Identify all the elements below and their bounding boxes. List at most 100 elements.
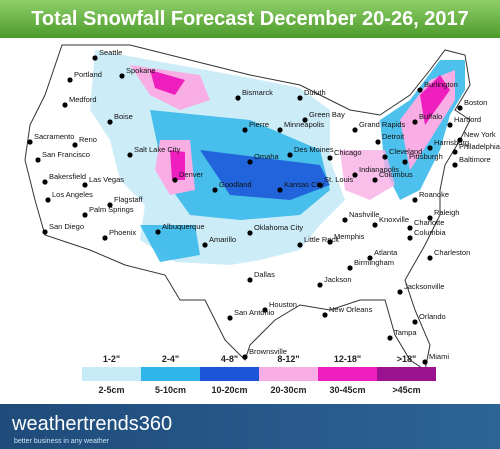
city-label: Hartford (454, 115, 481, 124)
city-label: Minneapolis (284, 120, 324, 129)
city-dot (242, 354, 248, 360)
city-dot (82, 212, 88, 218)
city-label: Albuquerque (162, 222, 205, 231)
city-dot (35, 157, 41, 163)
city-dot (427, 255, 433, 261)
city-dot (102, 235, 108, 241)
legend-inches: >18" (397, 354, 417, 364)
city-label: Portland (74, 70, 102, 79)
city-label: Grand Rapids (359, 120, 406, 129)
city-label: New York (464, 130, 496, 139)
city-label: Green Bay (309, 110, 345, 119)
city-dot (67, 77, 73, 83)
city-dot (287, 152, 293, 158)
city-dot (297, 242, 303, 248)
city-dot (317, 182, 323, 188)
legend-cm: 2-5cm (98, 385, 124, 395)
city-label: Denver (179, 170, 204, 179)
city-dot (417, 87, 423, 93)
tagline: better business in any weather (14, 438, 110, 445)
city-dot (72, 142, 78, 148)
city-label: San Francisco (42, 150, 90, 159)
legend-swatch (200, 367, 259, 381)
city-dot (452, 162, 458, 168)
city-label: Charleston (434, 248, 470, 257)
legend-swatch (141, 367, 200, 381)
city-label: Cleveland (389, 147, 422, 156)
city-label: Kansas City (284, 180, 324, 189)
city-dot (155, 229, 161, 235)
cities: Seattle Portland Spokane Medford Boise Reno Sa… (27, 48, 500, 365)
city-dot (457, 105, 463, 111)
city-label: Bakersfield (49, 172, 86, 181)
title-bar (0, 0, 500, 38)
legend-swatch (82, 367, 141, 381)
city-label: Columbia (414, 228, 447, 237)
city-label: Des Moines (294, 145, 334, 154)
city-dot (202, 242, 208, 248)
title: Total Snowfall Forecast December 20-26, … (31, 8, 469, 30)
city-dot (92, 55, 98, 61)
city-dot (427, 215, 433, 221)
city-dot (427, 145, 433, 151)
city-dot (347, 265, 353, 271)
city-dot (82, 182, 88, 188)
city-label: New Orleans (329, 305, 373, 314)
city-label: Flagstaff (114, 195, 144, 204)
legend-inches: 2-4" (162, 354, 179, 364)
legend-cm: >45cm (392, 385, 420, 395)
city-label: Boise (114, 112, 133, 121)
city-dot (367, 255, 373, 261)
legend-inches: 12-18" (334, 354, 361, 364)
city-label: Omaha (254, 152, 279, 161)
city-dot (62, 102, 68, 108)
city-dot (45, 197, 51, 203)
city-dot (352, 172, 358, 178)
city-label: Salt Lake City (134, 145, 181, 154)
city-label: Buffalo (419, 112, 442, 121)
city-label: Harrisburg (434, 138, 469, 147)
city-label: Little Rock (304, 235, 339, 244)
city-dot (352, 127, 358, 133)
legend-inches: 8-12" (277, 354, 299, 364)
city-label: Chicago (334, 148, 362, 157)
city-dot (127, 152, 133, 158)
city-dot (412, 197, 418, 203)
city-label: Pittsburgh (409, 152, 443, 161)
city-label: St. Louis (324, 175, 353, 184)
city-dot (412, 319, 418, 325)
legend-swatch (318, 367, 377, 381)
city-dot (397, 289, 403, 295)
legend-cm: 10-20cm (211, 385, 247, 395)
city-label: Pierre (249, 120, 269, 129)
city-label: Tampa (394, 328, 417, 337)
legend-cm: 5-10cm (155, 385, 186, 395)
city-label: Atlanta (374, 248, 398, 257)
city-label: Columbus (379, 170, 413, 179)
city-dot (242, 127, 248, 133)
city-label: Roanoke (419, 190, 449, 199)
city-label: San Diego (49, 222, 84, 231)
city-label: Spokane (126, 66, 156, 75)
city-label: Palm Springs (89, 205, 134, 214)
city-dot (372, 222, 378, 228)
city-dot (297, 95, 303, 101)
city-dot (119, 73, 125, 79)
city-dot (277, 187, 283, 193)
city-dot (235, 95, 241, 101)
city-dot (327, 155, 333, 161)
city-label: Birmingham (354, 258, 394, 267)
city-label: Reno (79, 135, 97, 144)
city-label: Los Angeles (52, 190, 93, 199)
city-dot (302, 117, 308, 123)
city-dot (387, 335, 393, 341)
city-label: Baltimore (459, 155, 491, 164)
legend-swatch (377, 367, 436, 381)
legend-inches: 4-8" (221, 354, 238, 364)
city-label: Detroit (382, 132, 405, 141)
city-dot (172, 177, 178, 183)
city-dot (247, 230, 253, 236)
city-dot (382, 154, 388, 160)
city-dot (402, 159, 408, 165)
city-dot (322, 312, 328, 318)
